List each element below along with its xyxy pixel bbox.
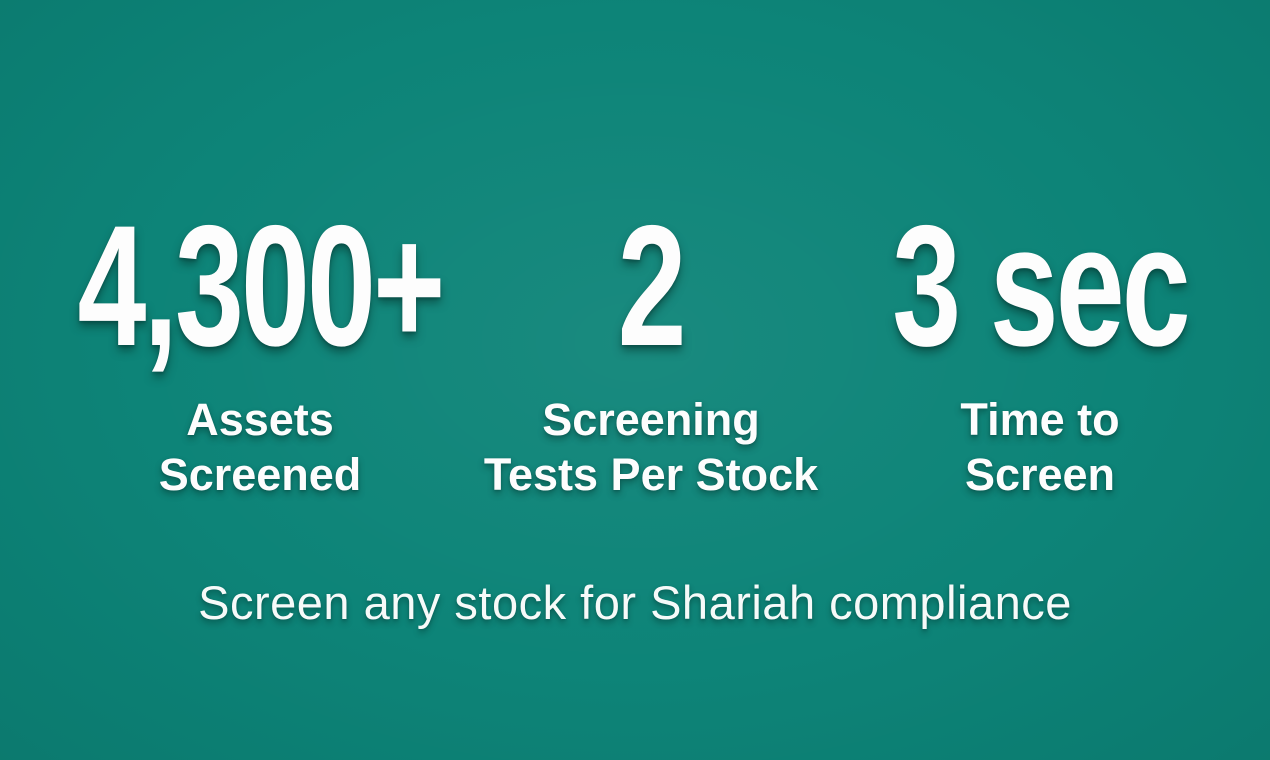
- stat-label: Assets Screened: [7, 392, 514, 502]
- stat-screening-tests: 2 Screening Tests Per Stock: [484, 200, 818, 502]
- stat-label: Screening Tests Per Stock: [484, 392, 818, 502]
- stat-label-line: Screening: [542, 394, 760, 445]
- stat-assets-screened: 4,300+ Assets Screened: [7, 200, 514, 502]
- stat-label-line: Screen: [964, 449, 1116, 500]
- stat-label: Time to Screen: [835, 392, 1245, 502]
- tagline: Screen any stock for Shariah compliance: [198, 576, 1072, 629]
- stat-value-text: 4,300+: [77, 190, 446, 382]
- stat-label-line: Screened: [158, 449, 362, 500]
- stat-label-line: Tests Per Stock: [483, 449, 819, 500]
- stat-value-text: 2: [617, 190, 687, 382]
- stat-label-line: Assets: [186, 394, 334, 445]
- stat-value: 2: [484, 200, 818, 372]
- stat-value: 4,300+: [7, 200, 514, 372]
- stat-label-line: Time to: [960, 394, 1120, 445]
- stat-value-text: 3 sec: [892, 190, 1190, 382]
- stat-value: 3 sec: [835, 200, 1245, 372]
- stat-time-to-screen: 3 sec Time to Screen: [835, 200, 1245, 502]
